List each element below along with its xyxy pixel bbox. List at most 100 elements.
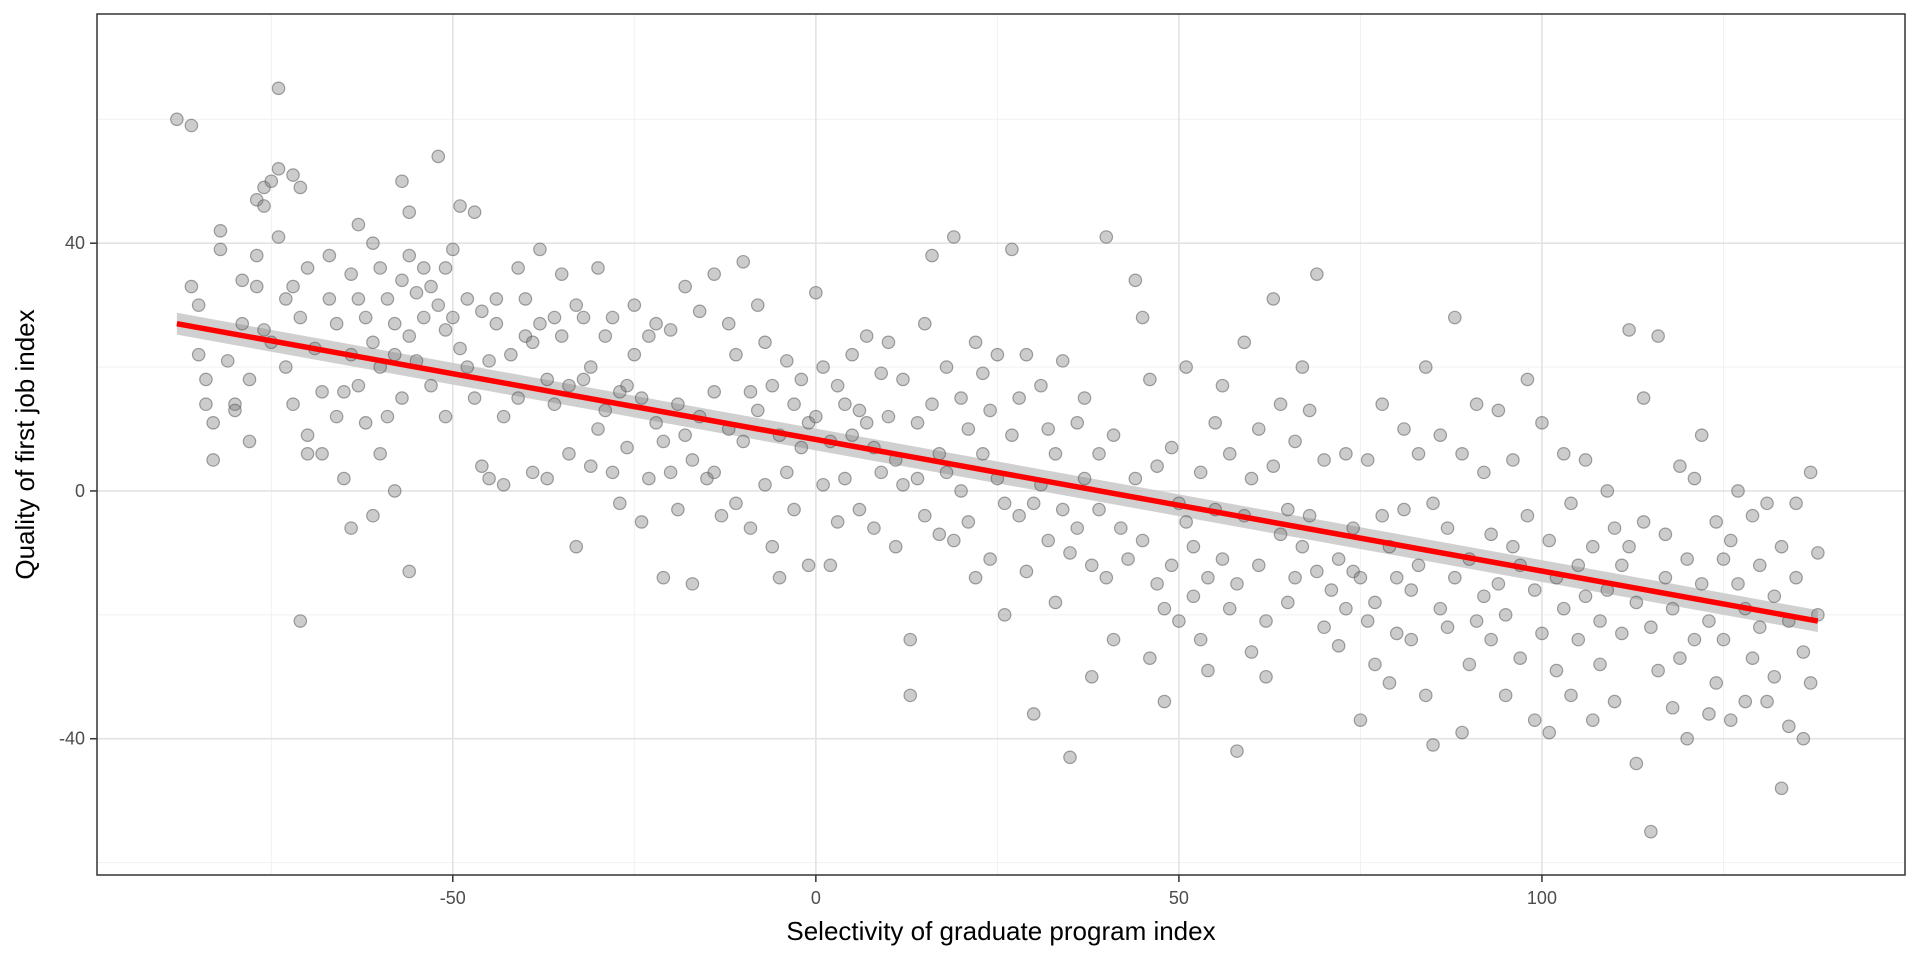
data-point xyxy=(395,174,409,189)
data-point xyxy=(634,515,649,529)
data-point xyxy=(1673,651,1687,666)
y-tick-label: -40 xyxy=(59,729,85,749)
data-point xyxy=(881,335,896,350)
data-point xyxy=(1527,713,1542,727)
data-point xyxy=(583,360,598,374)
data-point xyxy=(402,329,417,343)
data-point xyxy=(598,329,613,343)
data-point xyxy=(540,471,554,486)
data-point xyxy=(917,316,932,331)
data-point xyxy=(743,521,758,535)
data-point xyxy=(743,385,758,399)
data-point xyxy=(1055,354,1070,368)
data-point xyxy=(278,292,293,306)
data-point xyxy=(1644,824,1658,839)
data-point xyxy=(656,570,671,585)
data-point xyxy=(1281,595,1295,610)
data-point xyxy=(271,162,286,176)
data-point xyxy=(1143,372,1157,387)
data-point xyxy=(1593,657,1607,672)
data-point xyxy=(1346,521,1360,535)
data-point xyxy=(1230,744,1244,758)
data-point xyxy=(315,385,329,399)
data-point xyxy=(1302,403,1317,418)
data-point xyxy=(416,261,431,275)
data-point xyxy=(830,378,845,393)
data-point xyxy=(685,577,700,591)
data-point xyxy=(852,502,867,517)
data-point xyxy=(1520,508,1535,523)
data-point xyxy=(351,378,366,393)
data-point xyxy=(707,267,721,281)
data-point xyxy=(235,273,250,288)
data-point xyxy=(1179,360,1193,374)
data-point xyxy=(1106,632,1121,647)
data-point xyxy=(562,446,576,461)
data-point xyxy=(1368,657,1382,672)
data-point xyxy=(1092,502,1106,517)
data-point xyxy=(976,366,990,381)
data-point xyxy=(1389,570,1404,585)
major-gridlines xyxy=(97,14,1905,875)
data-point xyxy=(1128,471,1143,486)
data-point xyxy=(1251,558,1266,573)
data-point xyxy=(823,558,838,573)
data-point xyxy=(351,217,366,232)
data-points xyxy=(170,81,1825,839)
data-point xyxy=(1774,539,1789,554)
data-point xyxy=(395,391,409,405)
data-point xyxy=(467,391,482,405)
data-point xyxy=(816,360,830,374)
data-point xyxy=(1259,669,1273,684)
data-point xyxy=(337,471,351,486)
data-point xyxy=(576,310,591,325)
data-point xyxy=(874,366,888,381)
data-point xyxy=(1636,391,1651,405)
data-point xyxy=(1607,521,1622,535)
data-point xyxy=(707,385,721,399)
data-point xyxy=(322,248,337,263)
data-point xyxy=(1774,781,1789,796)
data-point xyxy=(852,403,867,418)
data-point xyxy=(300,261,315,275)
data-point xyxy=(482,471,496,486)
data-point xyxy=(1041,422,1055,436)
data-point xyxy=(1121,552,1135,566)
data-point xyxy=(1019,347,1034,362)
data-point xyxy=(424,279,438,294)
trend-line-layer xyxy=(176,321,1819,624)
data-point xyxy=(264,174,279,189)
data-point xyxy=(1295,360,1310,374)
data-point xyxy=(366,508,380,523)
data-point xyxy=(322,292,337,306)
data-point xyxy=(1368,595,1382,610)
data-point xyxy=(1339,601,1353,616)
data-point xyxy=(707,465,721,480)
data-point xyxy=(213,223,228,238)
data-point xyxy=(228,403,242,418)
data-point xyxy=(496,409,511,424)
data-point xyxy=(1193,632,1208,647)
data-point xyxy=(1433,428,1448,443)
data-point xyxy=(990,347,1005,362)
data-point xyxy=(511,391,525,405)
data-point xyxy=(329,409,344,424)
data-point xyxy=(1433,601,1448,616)
data-point xyxy=(1135,533,1150,548)
data-point xyxy=(925,248,939,263)
data-point xyxy=(787,397,801,412)
data-point xyxy=(649,416,663,430)
data-point xyxy=(620,440,634,455)
data-point xyxy=(329,316,344,331)
data-point xyxy=(1360,453,1375,467)
data-point xyxy=(257,199,271,213)
data-point xyxy=(591,261,605,275)
data-point xyxy=(583,459,598,473)
data-point xyxy=(1418,688,1433,703)
data-point xyxy=(1310,267,1324,281)
data-point xyxy=(736,434,751,449)
data-point xyxy=(758,477,772,492)
data-point xyxy=(242,372,257,387)
